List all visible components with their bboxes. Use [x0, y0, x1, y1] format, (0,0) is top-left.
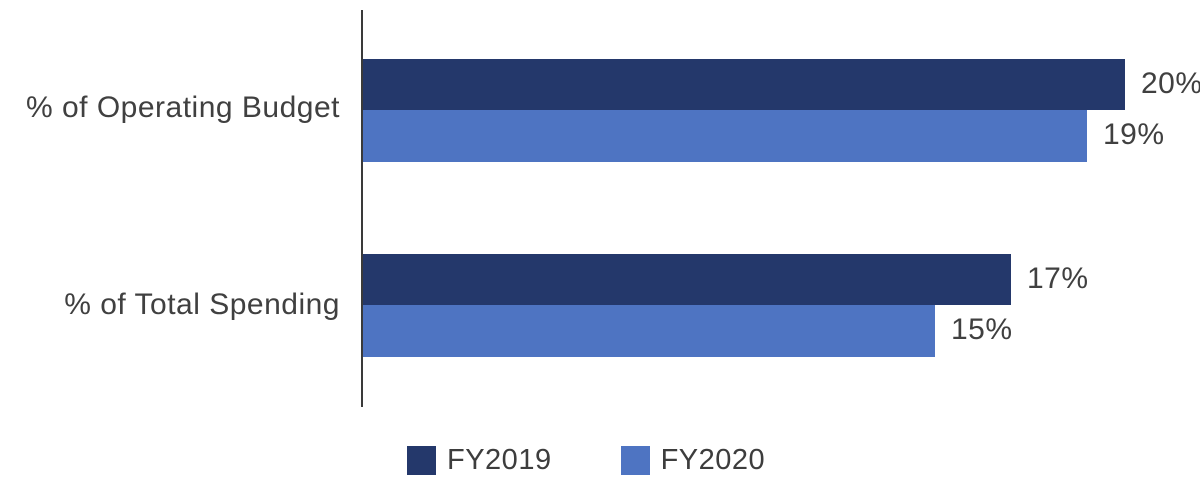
category-label-operating-budget: % of Operating Budget	[25, 91, 340, 124]
legend-item-fy2019: FY2019	[407, 444, 552, 477]
bar-fy2020-operating-budget	[363, 110, 1087, 162]
value-label-fy2019-operating-budget: 20%	[1141, 67, 1200, 100]
legend-swatch-fy2019-icon	[407, 446, 436, 475]
chart-legend: FY2019 FY2020	[407, 444, 765, 477]
value-label-fy2020-operating-budget: 19%	[1103, 118, 1165, 151]
bar-fy2019-total-spending	[363, 254, 1011, 305]
bar-fy2020-total-spending	[363, 305, 935, 357]
value-label-fy2019-total-spending: 17%	[1027, 262, 1089, 295]
legend-label-fy2020: FY2020	[660, 444, 766, 476]
bar-fy2019-operating-budget	[363, 59, 1125, 110]
legend-label-fy2019: FY2019	[447, 444, 552, 476]
category-label-total-spending: % of Total Spending	[64, 288, 340, 321]
y-axis-line	[361, 10, 363, 407]
legend-swatch-fy2020-icon	[620, 446, 650, 475]
value-label-fy2020-total-spending: 15%	[951, 313, 1013, 346]
legend-item-fy2020: FY2020	[620, 444, 766, 477]
